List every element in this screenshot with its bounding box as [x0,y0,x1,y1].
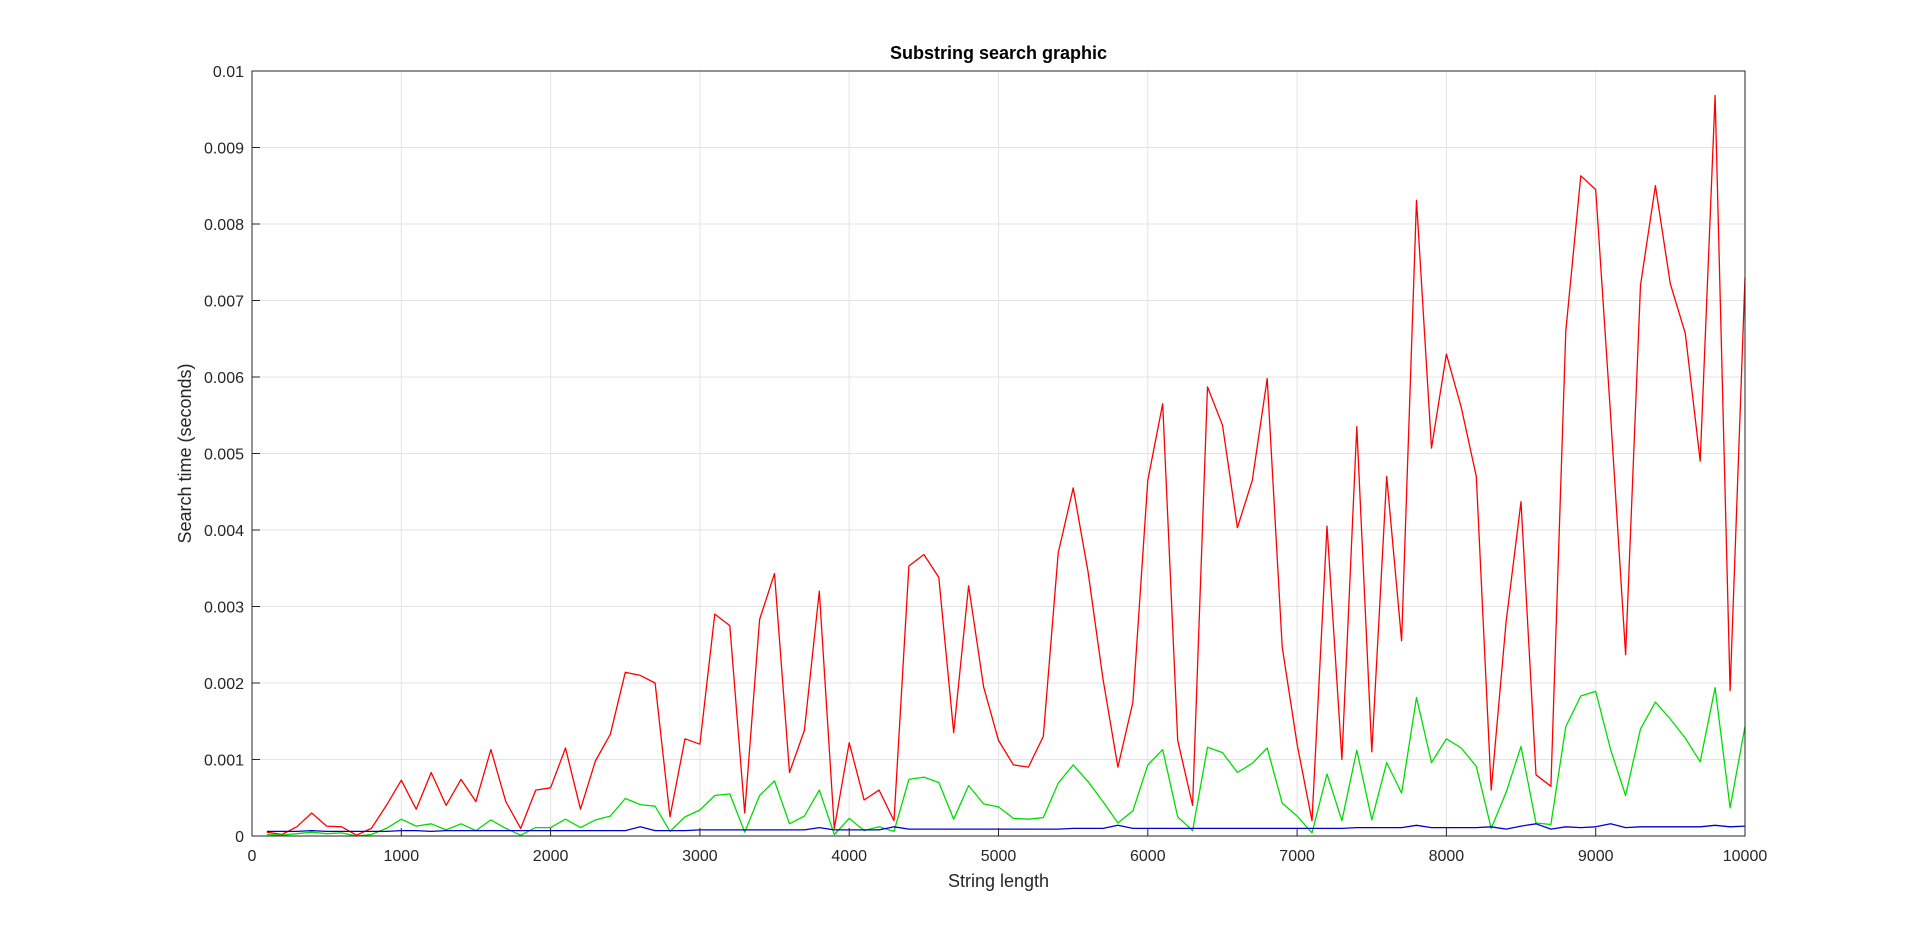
x-tick-label: 9000 [1578,848,1614,865]
x-tick-label: 7000 [1279,848,1315,865]
series-line-3 [266,823,1746,833]
y-axis-label: Search time (seconds) [175,363,195,543]
series-line-1 [266,94,1746,836]
x-tick-label: 10000 [1723,848,1768,865]
chart-title: Substring search graphic [890,43,1107,63]
x-tick-label: 2000 [533,848,569,865]
x-tick-label: 1000 [384,848,420,865]
x-tick-label: 4000 [831,848,867,865]
y-tick-label: 0.007 [204,294,244,311]
x-axis-label: String length [948,871,1049,891]
x-tick-label: 5000 [981,848,1017,865]
y-tick-label: 0.006 [204,370,244,387]
x-tick-label: 0 [248,848,257,865]
y-tick-label: 0 [235,829,244,846]
y-tick-label: 0.001 [204,753,244,770]
grid [251,70,1746,837]
y-tick-label: 0.008 [204,217,244,234]
y-tick-label: 0.004 [204,523,244,540]
series-line-2 [266,686,1746,837]
y-tick-label: 0.002 [204,676,244,693]
x-tick-label: 8000 [1429,848,1465,865]
x-tick-label: 6000 [1130,848,1166,865]
y-tick-label: 0.009 [204,141,244,158]
series-layer [266,94,1746,837]
x-tick-label: 3000 [682,848,718,865]
y-tick-label: 0.005 [204,447,244,464]
y-tick-label: 0.003 [204,600,244,617]
ticks: 0 1000 2000 3000 4000 5000 6000 7000 8000 9000 100… [204,64,1767,865]
y-tick-label: 0.01 [213,64,244,81]
